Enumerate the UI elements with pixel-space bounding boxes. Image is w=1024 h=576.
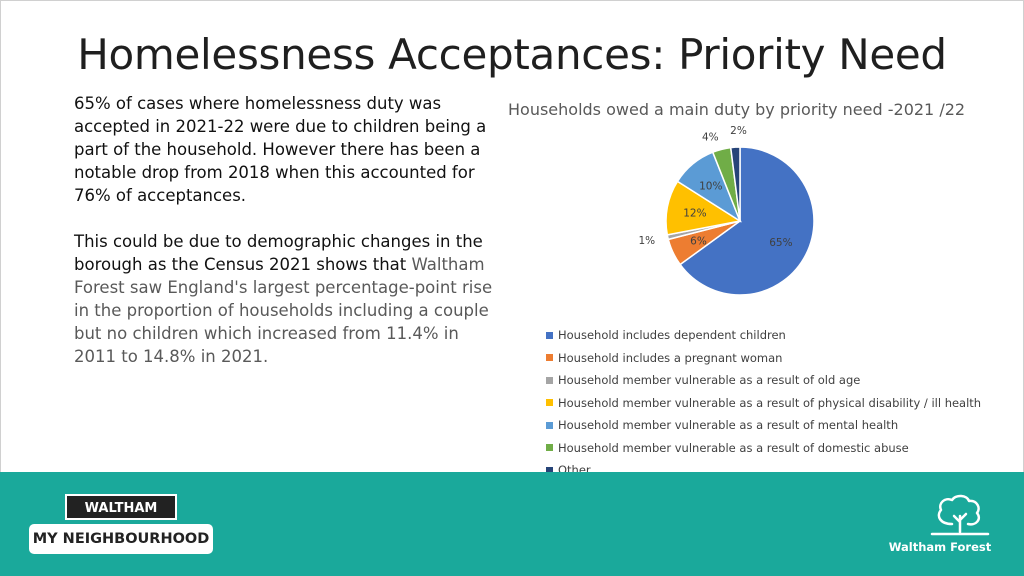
body-text: 65% of cases where homelessness duty was… <box>74 92 494 391</box>
legend-item: Household member vulnerable as a result … <box>546 414 981 437</box>
legend-item: Household includes dependent children <box>546 324 981 347</box>
legend-item: Household includes a pregnant woman <box>546 347 981 370</box>
legend-label: Household includes dependent children <box>558 328 786 343</box>
tree-icon <box>930 494 990 536</box>
chart-legend: Household includes dependent children Hou… <box>546 324 981 482</box>
legend-label: Household member vulnerable as a result … <box>558 373 861 388</box>
pie-data-label: 65% <box>769 237 792 249</box>
paragraph-2: This could be due to demographic changes… <box>74 230 494 368</box>
paragraph-2-start: This could be due to demographic changes… <box>74 232 483 274</box>
legend-swatch <box>546 421 553 429</box>
legend-label: Household includes a pregnant woman <box>558 350 783 365</box>
paragraph-1: 65% of cases where homelessness duty was… <box>74 94 487 205</box>
logo-waltham-forest-text: WALTHAM FOREST <box>65 494 177 542</box>
page-title: Homelessness Acceptances: Priority Need <box>77 30 947 79</box>
legend-swatch <box>546 399 553 407</box>
chart-title: Households owed a main duty by priority … <box>508 100 966 119</box>
legend-swatch <box>546 466 553 474</box>
legend-item: Household member vulnerable as a result … <box>546 392 981 415</box>
legend-item: Household member vulnerable as a result … <box>546 437 981 460</box>
footer-bar: WALTHAM FOREST MY NEIGHBOURHOOD Waltham … <box>0 472 1024 576</box>
pie-data-label: 2% <box>730 125 747 137</box>
legend-label: Household member vulnerable as a result … <box>558 418 899 433</box>
waltham-forest-brand: Waltham Forest <box>888 540 992 554</box>
pie-data-label: 6% <box>690 236 707 248</box>
legend-swatch <box>546 376 553 384</box>
legend-item: Household member vulnerable as a result … <box>546 369 981 392</box>
pie-data-label: 4% <box>702 131 719 143</box>
legend-swatch <box>546 354 553 362</box>
legend-swatch <box>546 444 553 452</box>
paragraph-2-highlight: Waltham Forest saw England's largest per… <box>74 255 493 366</box>
pie-data-label: 10% <box>699 181 722 193</box>
pie-data-label: 1% <box>638 235 655 247</box>
legend-label: Household member vulnerable as a result … <box>558 395 982 410</box>
legend-swatch <box>546 331 553 339</box>
pie-slice <box>679 146 815 296</box>
pie-chart: 65% 6% 1% 12% 10% 4% 2% <box>638 125 815 296</box>
pie-slice <box>729 146 741 222</box>
pie-data-label: 12% <box>683 207 706 219</box>
my-neighbourhood-logo: WALTHAM FOREST MY NEIGHBOURHOOD <box>29 494 213 554</box>
logo-my-neighbourhood-text: MY NEIGHBOURHOOD <box>29 524 213 554</box>
legend-label: Household member vulnerable as a result … <box>558 440 909 455</box>
